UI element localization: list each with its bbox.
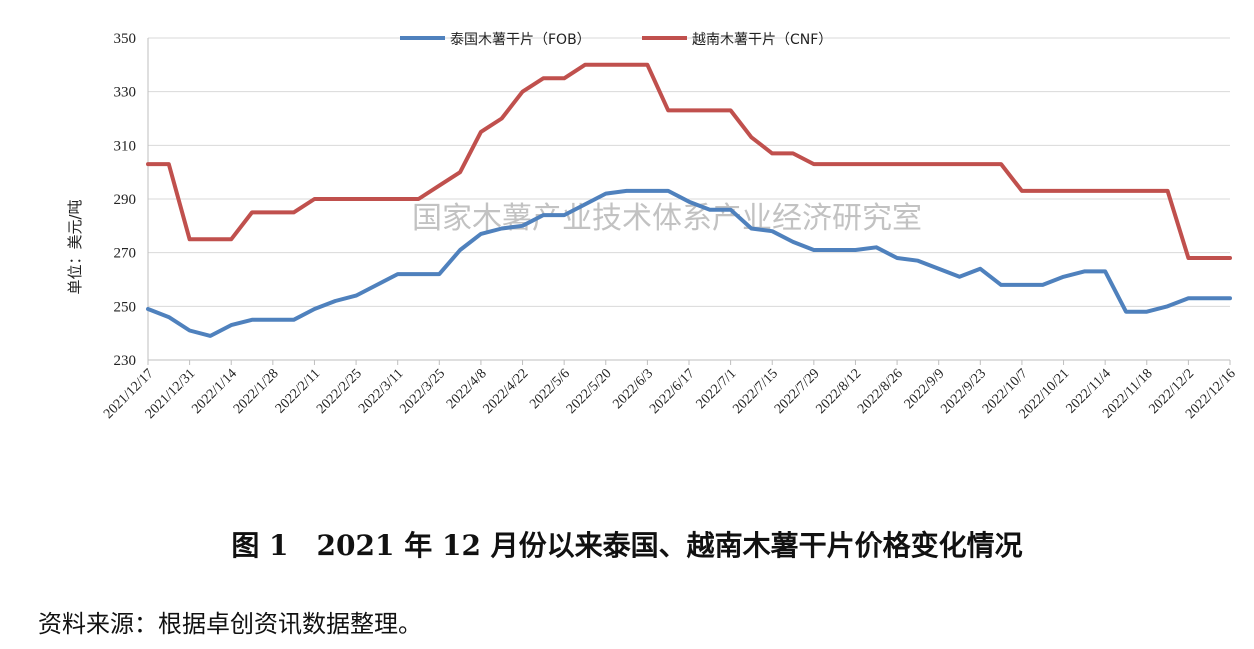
y-tick-label: 290 — [114, 192, 137, 208]
legend-label: 越南木薯干片（CNF） — [692, 32, 832, 48]
y-tick-label: 230 — [114, 353, 137, 369]
y-tick-label: 350 — [114, 31, 137, 47]
figure-caption: 图 1 2021 年 12 月份以来泰国、越南木薯干片价格变化情况 — [231, 529, 1023, 562]
x-axis: 2021/12/172021/12/312022/1/142022/1/2820… — [101, 359, 1239, 422]
legend-label: 泰国木薯干片（FOB） — [450, 32, 591, 48]
x-tick-label: 2022/5/20 — [564, 366, 615, 417]
x-tick-label: 2022/2/25 — [314, 366, 365, 417]
y-tick-label: 250 — [114, 299, 137, 315]
x-tick-label: 2022/6/17 — [647, 366, 698, 417]
x-tick-label: 2022/1/28 — [231, 366, 282, 417]
x-tick-label: 2022/1/14 — [189, 366, 240, 417]
x-tick-label: 2022/8/12 — [814, 366, 865, 417]
series-line-thailand — [146, 188, 1232, 338]
x-tick-label: 2022/7/15 — [730, 366, 781, 417]
y-axis: 230 250 270 290 310 330 350 — [114, 31, 149, 369]
y-tick-label: 310 — [114, 138, 137, 154]
y-tick-label: 270 — [114, 246, 137, 262]
source-note: 资料来源：根据卓创资讯数据整理。 — [38, 610, 422, 638]
x-tick-label: 2022/4/22 — [481, 366, 532, 417]
series-lines — [146, 62, 1232, 338]
x-tick-label: 2022/9/23 — [938, 366, 989, 417]
x-tick-label: 2022/8/26 — [855, 366, 906, 417]
legend: 泰国木薯干片（FOB） 越南木薯干片（CNF） — [400, 32, 832, 48]
x-tick-label: 2022/3/25 — [397, 366, 448, 417]
y-tick-label: 330 — [114, 85, 137, 101]
x-tick-label: 2022/7/29 — [772, 366, 823, 417]
series-line-vietnam — [146, 62, 1232, 260]
line-chart: 230 250 270 290 310 330 350 2021/12/172021/12/… — [66, 31, 1239, 422]
y-axis-label: 单位：美元/吨 — [66, 199, 84, 294]
